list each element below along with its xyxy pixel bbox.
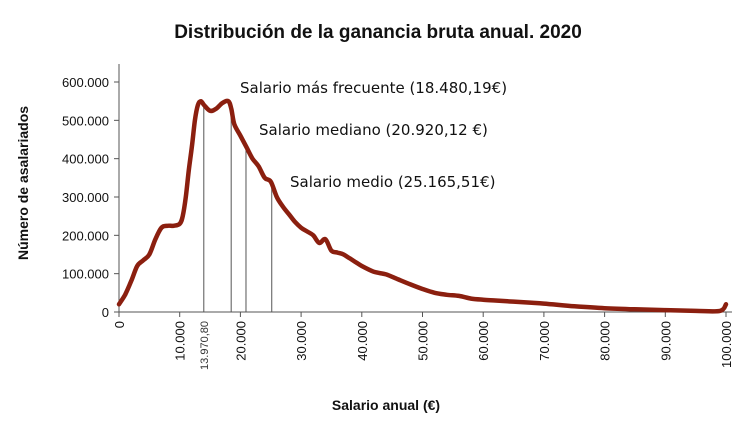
- annotation-mode: Salario más frecuente (18.480,19€): [240, 79, 507, 97]
- annotations: Salario más frecuente (18.480,19€) Salar…: [240, 79, 507, 191]
- chart-title: Distribución de la ganancia bruta anual.…: [174, 22, 582, 43]
- x-tick-label: 10.000: [173, 321, 188, 361]
- y-tick-label: 500.000: [62, 113, 109, 128]
- x-tick-label: 100.000: [719, 321, 734, 368]
- axes: 0 100.000 200.000 300.000 400.000 500.000 600.…: [62, 64, 734, 368]
- distribution-curve: [116, 98, 729, 314]
- y-tick-label: 0: [102, 305, 109, 320]
- x-tick-label: 40.000: [355, 321, 370, 361]
- annotation-median: Salario mediano (20.920,12 €): [259, 121, 488, 139]
- series-layer: [116, 98, 729, 314]
- marker-label: 13.970,80: [199, 321, 211, 370]
- marker-lines: 13.970,80: [199, 104, 273, 370]
- annotation-mean: Salario medio (25.165,51€): [290, 173, 495, 191]
- x-tick-label: 20.000: [233, 321, 248, 361]
- x-tick-label: 0: [112, 321, 127, 328]
- y-axis-label: Número de asalariados: [15, 106, 31, 260]
- x-tick-label: 30.000: [294, 321, 309, 361]
- y-tick-label: 400.000: [62, 152, 109, 167]
- x-tick-label: 80.000: [598, 321, 613, 361]
- x-axis-label: Salario anual (€): [332, 397, 440, 413]
- y-tick-label: 100.000: [62, 267, 109, 282]
- y-tick-label: 300.000: [62, 190, 109, 205]
- x-tick-label: 70.000: [537, 321, 552, 361]
- x-tick-label: 90.000: [658, 321, 673, 361]
- y-tick-label: 200.000: [62, 228, 109, 243]
- x-tick-label: 60.000: [476, 321, 491, 361]
- y-tick-label: 600.000: [62, 75, 109, 90]
- x-tick-label: 50.000: [416, 321, 431, 361]
